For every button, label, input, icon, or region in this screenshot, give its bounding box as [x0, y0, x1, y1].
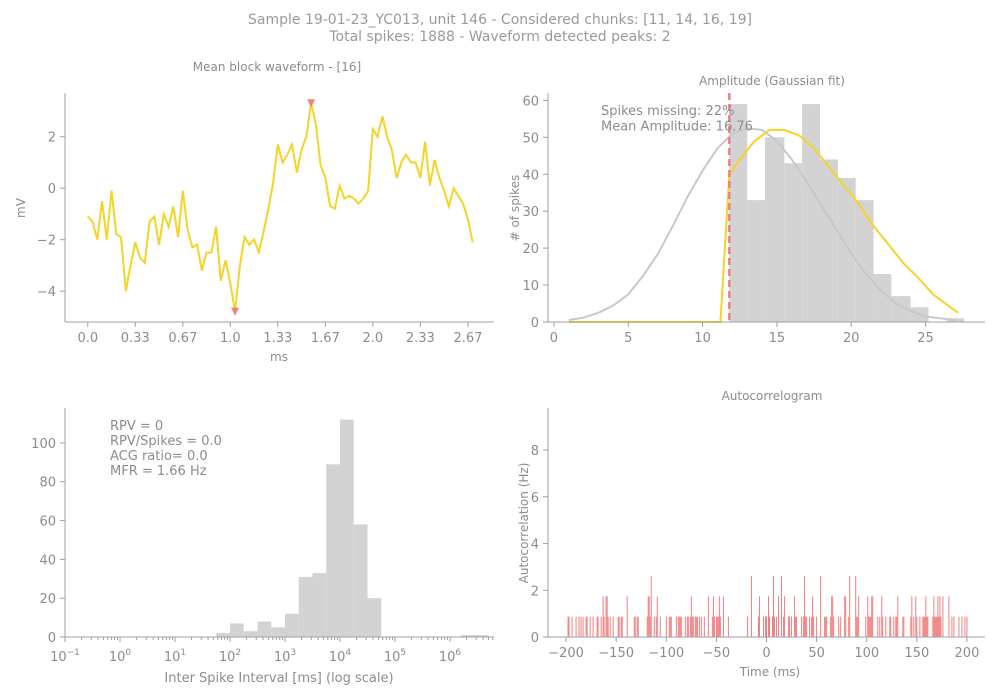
acg-x-tick-label: 0: [762, 646, 770, 661]
isi-annotation: ACG ratio= 0.0: [110, 449, 208, 464]
isi-hist-bar: [477, 635, 489, 637]
acg-y-label: Autocorrelation (Hz): [517, 463, 531, 584]
amplitude-y-tick-label: 30: [522, 205, 539, 220]
waveform-line: [87, 103, 474, 312]
waveform-x-tick-label: 2.33: [406, 331, 435, 346]
amplitude-x-tick-label: 0: [550, 331, 558, 346]
waveform-x-tick-label: 2.0: [363, 331, 384, 346]
waveform-peak-marker: [307, 99, 316, 108]
amplitude-y-label: # of spikes: [508, 175, 522, 242]
acg-x-tick-label: −150: [598, 646, 634, 661]
isi-x-tick-label: 103: [274, 648, 296, 665]
acg-y-tick-label: 4: [531, 538, 539, 553]
waveform-x-tick-label: 0.0: [77, 331, 98, 346]
isi-y-tick-label: 20: [39, 592, 56, 607]
acg-y-tick-label: 2: [531, 584, 539, 599]
isi-hist-bar: [326, 464, 340, 637]
amplitude-y-tick-label: 60: [522, 94, 539, 109]
isi-hist-bar: [271, 627, 285, 637]
isi-hist-bar: [230, 623, 244, 637]
amplitude-gaussian-curve: [568, 127, 956, 322]
acg-x-tick-label: −100: [648, 646, 684, 661]
isi-y-tick-label: 100: [31, 437, 56, 452]
isi-x-tick-label: 10−1: [50, 648, 80, 665]
isi-hist-bar: [461, 635, 478, 637]
amplitude-y-tick-label: 50: [522, 131, 539, 146]
acg-x-tick-label: 100: [854, 646, 879, 661]
waveform-title: Mean block waveform - [16]: [193, 60, 361, 74]
amplitude-y-tick-label: 10: [522, 279, 539, 294]
isi-x-tick-label: 104: [329, 648, 352, 665]
isi-hist-bar: [353, 524, 368, 637]
amplitude-hist-bar: [747, 200, 766, 322]
amplitude-hist-bar: [765, 137, 785, 322]
figure-title-line2: Total spikes: 1888 - Waveform detected p…: [329, 29, 671, 45]
isi-y-tick-label: 80: [39, 476, 56, 491]
isi-annotation: MFR = 1.66 Hz: [110, 464, 207, 479]
amplitude-hist-bar: [855, 200, 874, 322]
amplitude-hist-bar: [802, 104, 821, 322]
acg-x-label: Time (ms): [739, 665, 801, 679]
isi-x-tick-label: 106: [439, 648, 462, 665]
acg-y-tick-label: 8: [531, 444, 539, 459]
acg-x-tick-label: 50: [808, 646, 825, 661]
waveform-x-tick-label: 1.67: [311, 331, 340, 346]
amplitude-y-tick-label: 40: [522, 168, 539, 183]
waveform-y-tick-label: 2: [48, 131, 56, 146]
amplitude-annotation: Spikes missing: 22%: [601, 104, 734, 119]
isi-hist-bar: [312, 572, 327, 637]
waveform-y-tick-label: 0: [48, 182, 56, 197]
isi-annotation: RPV = 0: [110, 419, 163, 434]
isi-annotation: RPV/Spikes = 0.0: [110, 434, 222, 449]
figure-title-line1: Sample 19-01-23_YC013, unit 146 - Consid…: [248, 12, 752, 28]
amplitude-y-tick-label: 0: [531, 316, 539, 331]
amplitude-annotation: Mean Amplitude: 16.76: [601, 120, 753, 135]
amplitude-hist-bar: [784, 163, 803, 322]
isi-hist-bar: [367, 598, 382, 637]
isi-hist-bar: [216, 633, 230, 637]
acg-x-tick-label: 200: [955, 646, 980, 661]
isi-hist-bar: [340, 419, 354, 637]
isi-x-tick-label: 100: [109, 648, 132, 665]
amplitude-hist-bar: [729, 104, 748, 322]
waveform-x-tick-label: 2.67: [453, 331, 482, 346]
amplitude-x-tick-label: 5: [624, 331, 632, 346]
acg-title: Autocorrelogram: [722, 389, 823, 403]
amplitude-x-tick-label: 25: [917, 331, 934, 346]
waveform-y-label: mV: [14, 197, 28, 218]
isi-x-tick-label: 101: [164, 648, 186, 665]
isi-x-tick-label: 102: [219, 648, 241, 665]
amplitude-hist-bar: [820, 159, 838, 322]
amplitude-x-tick-label: 10: [694, 331, 711, 346]
isi-y-tick-label: 40: [39, 553, 56, 568]
amplitude-hist-bar: [837, 177, 856, 322]
isi-y-tick-label: 0: [48, 631, 56, 646]
acg-y-tick-label: 0: [531, 631, 539, 646]
waveform-y-tick-label: −4: [37, 285, 56, 300]
waveform-x-tick-label: 0.33: [121, 331, 150, 346]
waveform-y-tick-label: −2: [37, 234, 56, 249]
isi-y-tick-label: 60: [39, 515, 56, 530]
acg-x-tick-label: −200: [548, 646, 584, 661]
waveform-x-label: ms: [270, 350, 288, 364]
acg-y-tick-label: 6: [531, 491, 539, 506]
isi-x-label: Inter Spike Interval [ms] (log scale): [164, 671, 393, 686]
isi-hist-bar: [243, 631, 258, 637]
isi-hist-bar: [298, 576, 313, 637]
amplitude-title: Amplitude (Gaussian fit): [699, 74, 845, 88]
waveform-x-tick-label: 1.0: [220, 331, 241, 346]
amplitude-y-tick-label: 20: [522, 242, 539, 257]
acg-x-tick-label: −50: [703, 646, 730, 661]
amplitude-x-tick-label: 20: [843, 331, 860, 346]
acg-x-tick-label: 150: [904, 646, 929, 661]
waveform-peak-marker: [231, 307, 240, 316]
isi-hist-bar: [285, 613, 299, 637]
isi-x-tick-label: 105: [384, 648, 406, 665]
isi-hist-bar: [257, 621, 272, 637]
waveform-x-tick-label: 1.33: [263, 331, 292, 346]
amplitude-x-tick-label: 15: [769, 331, 786, 346]
waveform-x-tick-label: 0.67: [168, 331, 197, 346]
